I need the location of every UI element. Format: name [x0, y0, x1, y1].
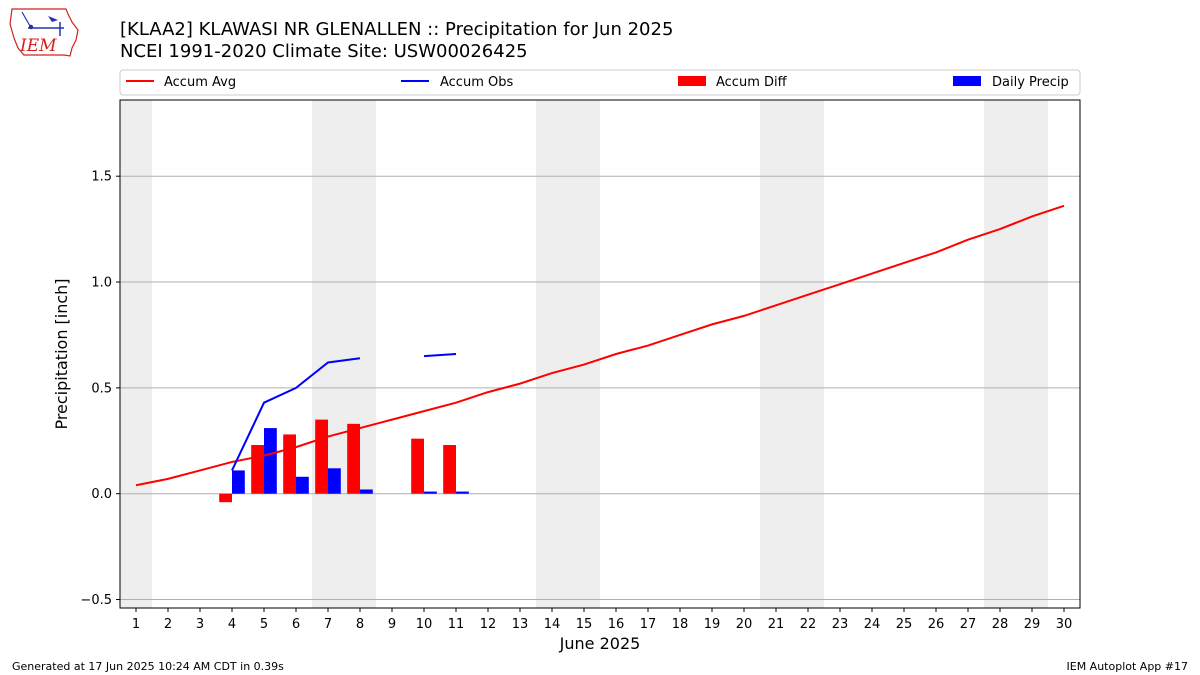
x-tick-label: 2: [164, 617, 172, 632]
y-axis-ticks: −0.5 0.0 0.5 1.0 1.5: [80, 170, 120, 608]
x-tick-label: 13: [512, 617, 529, 632]
chart-title: [KLAA2] KLAWASI NR GLENALLEN :: Precipit…: [120, 19, 673, 40]
daily-precip-bar: [296, 476, 309, 494]
weekend-shading: [120, 100, 1048, 608]
y-axis-label: Precipitation [inch]: [52, 278, 71, 429]
y-tick-label: 0.5: [91, 381, 112, 396]
accum-obs-line: [423, 353, 457, 358]
x-tick-label: 23: [832, 617, 849, 632]
x-tick-label: 1: [132, 617, 140, 632]
weekend-band: [312, 100, 376, 608]
x-tick-label: 25: [896, 617, 913, 632]
x-axis-label: June 2025: [559, 634, 641, 653]
chart-subtitle: NCEI 1991-2020 Climate Site: USW00026425: [120, 41, 528, 62]
iem-logo: IEM: [9, 8, 79, 57]
x-tick-label: 6: [292, 617, 300, 632]
x-tick-label: 27: [960, 617, 977, 632]
weekend-band: [120, 100, 152, 608]
x-tick-label: 17: [640, 617, 657, 632]
x-tick-label: 14: [544, 617, 561, 632]
legend: Accum Avg Accum Obs Accum Diff Daily Pre…: [119, 69, 1081, 96]
legend-swatch-accum-diff: [678, 76, 706, 86]
x-tick-label: 4: [228, 617, 236, 632]
y-tick-label: −0.5: [80, 593, 112, 608]
legend-label-daily-precip: Daily Precip: [992, 75, 1069, 90]
footer-generated-text: Generated at 17 Jun 2025 10:24 AM CDT in…: [12, 660, 284, 673]
x-tick-label: 7: [324, 617, 332, 632]
x-tick-label: 5: [260, 617, 268, 632]
x-tick-label: 10: [416, 617, 433, 632]
logo-text: IEM: [19, 36, 57, 56]
legend-label-accum-obs: Accum Obs: [440, 75, 513, 90]
x-axis-ticks: 1 2 3 4 5 6 7 8 9 10 11 12 13 14 15 16 17 18 19 20 21 22 23 24 2…: [132, 608, 1072, 632]
x-tick-label: 24: [864, 617, 881, 632]
x-tick-label: 18: [672, 617, 689, 632]
accum-diff-bar: [443, 445, 456, 494]
y-tick-label: 0.0: [91, 487, 112, 502]
weather-station-icon: [21, 11, 64, 36]
x-tick-label: 19: [704, 617, 721, 632]
x-tick-label: 3: [196, 617, 204, 632]
daily-precip-bar: [264, 428, 277, 494]
accum-diff-bar: [219, 493, 232, 503]
legend-frame: [119, 69, 1081, 96]
accum-diff-bar: [315, 419, 328, 494]
gridlines: [120, 175, 1080, 601]
x-tick-label: 8: [356, 617, 364, 632]
accum-diff-bar: [283, 434, 296, 494]
accum-diff-bar: [411, 438, 424, 494]
daily-precip-bar: [328, 468, 341, 494]
daily-precip-bar: [360, 489, 373, 494]
y-tick-label: 1.5: [91, 170, 112, 185]
x-tick-label: 26: [928, 617, 945, 632]
daily-precip-bar: [456, 491, 469, 494]
x-tick-label: 9: [388, 617, 396, 632]
weekend-band: [536, 100, 600, 608]
x-tick-label: 21: [768, 617, 785, 632]
x-tick-label: 29: [1024, 617, 1041, 632]
daily-precip-bar: [424, 491, 437, 494]
x-tick-label: 11: [448, 617, 465, 632]
x-tick-label: 28: [992, 617, 1009, 632]
x-tick-label: 12: [480, 617, 497, 632]
weekend-band: [760, 100, 824, 608]
lines: [135, 204, 1065, 487]
iowa-outline-icon: [9, 8, 79, 57]
x-tick-label: 20: [736, 617, 753, 632]
y-tick-label: 1.0: [91, 276, 112, 291]
legend-label-accum-diff: Accum Diff: [716, 75, 788, 90]
plot-frame: [119, 99, 1081, 609]
x-tick-label: 15: [576, 617, 593, 632]
x-tick-label: 16: [608, 617, 625, 632]
accum-avg-line: [135, 204, 1065, 487]
x-tick-label: 30: [1056, 617, 1073, 632]
legend-swatch-daily-precip: [953, 76, 981, 86]
daily-precip-bar: [232, 470, 245, 494]
accum-obs-line: [231, 357, 361, 471]
footer-app-text: IEM Autoplot App #17: [1067, 660, 1189, 673]
accum-diff-bar: [347, 423, 360, 494]
x-tick-label: 22: [800, 617, 817, 632]
weekend-band: [984, 100, 1048, 608]
legend-label-accum-avg: Accum Avg: [164, 75, 236, 90]
accum-diff-bar: [251, 445, 264, 494]
